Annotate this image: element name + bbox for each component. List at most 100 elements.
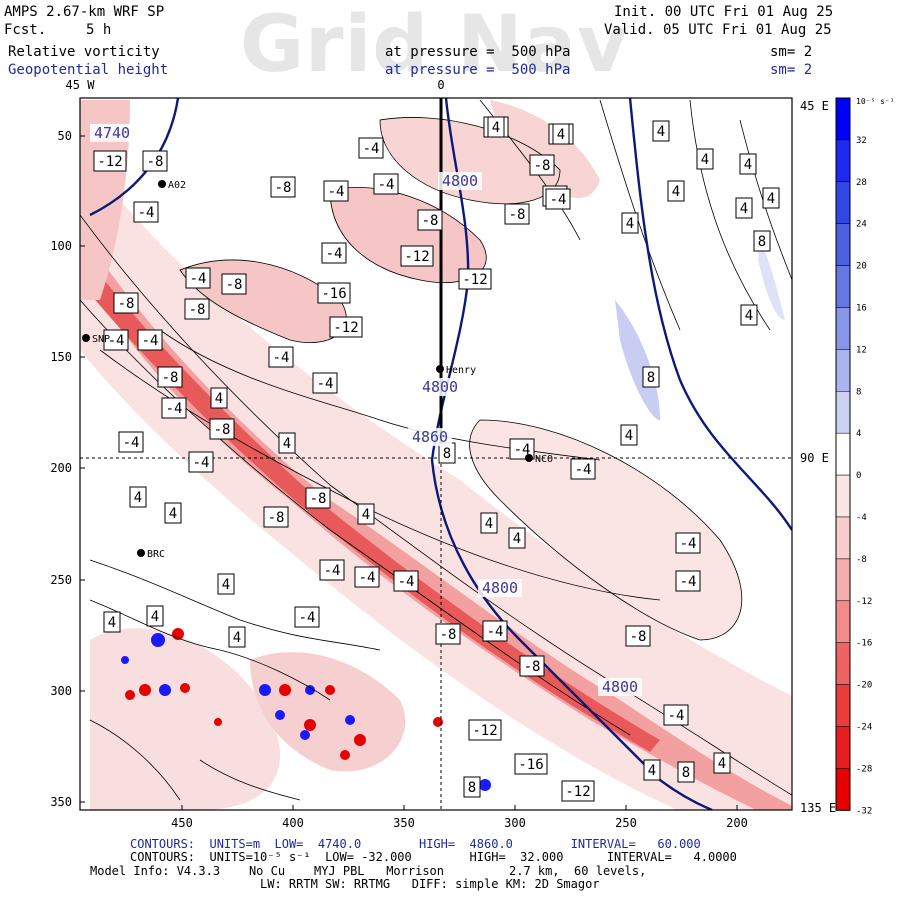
colorbar-segment <box>835 97 851 141</box>
vorticity-label: -12 <box>400 245 434 267</box>
vorticity-label: 4 <box>652 120 670 142</box>
vorticity-label: 4 <box>210 387 228 409</box>
vorticity-fill-layer <box>80 100 792 810</box>
svg-text:-4: -4 <box>193 455 210 471</box>
vorticity-label: -4 <box>103 329 129 351</box>
right-label-45e: 45 E <box>800 99 829 113</box>
svg-text:-4: -4 <box>190 271 207 287</box>
svg-text:-4: -4 <box>398 574 415 590</box>
colorbar-label: -28 <box>856 764 872 774</box>
svg-text:4: 4 <box>151 609 159 625</box>
svg-text:4: 4 <box>513 531 521 547</box>
svg-text:-8: -8 <box>509 207 526 223</box>
y-tick-label: 300 <box>50 684 72 698</box>
vorticity-label: 4 <box>129 486 147 508</box>
svg-text:-8: -8 <box>214 422 231 438</box>
vorticity-label: -4 <box>319 559 345 581</box>
right-label-135e: 135 E <box>800 801 836 815</box>
colorbar-segment <box>835 600 851 643</box>
footer-model-info: Model Info: V4.3.3 No Cu MYJ PBL Morriso… <box>90 864 647 878</box>
station-dot <box>137 549 145 557</box>
station-label: BRC <box>147 549 165 560</box>
svg-text:-4: -4 <box>668 708 685 724</box>
vorticity-label: 4 <box>357 503 375 525</box>
vorticity-label: -4 <box>118 431 144 453</box>
vorticity-label: 4 <box>480 512 498 534</box>
colorbar-label: 20 <box>856 262 867 272</box>
svg-text:4: 4 <box>492 120 500 136</box>
field1-name: Relative vorticity <box>8 44 160 60</box>
valid-time: Valid. 05 UTC Fri 01 Aug 25 <box>604 22 832 38</box>
colorbar-segment <box>835 768 851 811</box>
colorbar-label: -8 <box>856 555 867 565</box>
vorticity-label: -8 <box>184 298 210 320</box>
vorticity-label: 4 <box>217 573 235 595</box>
vorticity-label: 4 <box>508 527 526 549</box>
svg-text:-4: -4 <box>550 192 567 208</box>
vorticity-label: -8 <box>417 209 443 231</box>
svg-text:-12: -12 <box>404 249 429 265</box>
svg-text:4: 4 <box>215 391 223 407</box>
svg-text:-4: -4 <box>123 435 140 451</box>
vorticity-label: -12 <box>468 719 502 741</box>
svg-text:-4: -4 <box>166 401 183 417</box>
vorticity-label: -4 <box>185 267 211 289</box>
field2-smoothing: sm= 2 <box>770 62 813 78</box>
y-tick-label: 250 <box>50 573 72 587</box>
svg-text:4: 4 <box>233 630 241 646</box>
colorbar-segment <box>835 558 851 602</box>
field2-name: Geopotential height <box>8 62 169 78</box>
svg-text:-8: -8 <box>310 491 327 507</box>
forecast-value: 5 h <box>86 22 112 38</box>
svg-text:-4: -4 <box>575 462 592 478</box>
station-dot <box>436 365 444 373</box>
vorticity-label: -4 <box>373 173 399 195</box>
vorticity-label: -8 <box>435 623 461 645</box>
vorticity-label: -8 <box>209 418 235 440</box>
vorticity-label: 4 <box>164 502 182 524</box>
vorticity-label: -8 <box>113 292 139 314</box>
svg-text:-8: -8 <box>534 158 551 174</box>
vorticity-label: -8 <box>142 150 168 172</box>
vorticity-label: -4 <box>323 180 349 202</box>
svg-text:-4: -4 <box>680 574 697 590</box>
colorbar-frame <box>835 97 851 811</box>
right-label-90e: 90 E <box>800 451 829 465</box>
vorticity-label: -8 <box>625 625 651 647</box>
y-tick-label: 150 <box>50 350 72 364</box>
model-title: AMPS 2.67-km WRF SP <box>4 4 165 20</box>
svg-text:-12: -12 <box>565 784 590 800</box>
x-tick-label: 450 <box>171 816 193 830</box>
colorbar-label: 4 <box>856 429 861 439</box>
svg-text:8: 8 <box>468 780 476 796</box>
vorticity-label: 4 <box>667 180 685 202</box>
svg-text:4: 4 <box>744 157 752 173</box>
svg-text:-16: -16 <box>518 757 543 773</box>
field2-level: at pressure = 500 hPa <box>385 62 571 78</box>
colorbar-unit: 10⁻⁵ s⁻¹ <box>856 97 895 106</box>
vorticity-label: -4 <box>294 606 320 628</box>
x-tick-label: 200 <box>726 816 748 830</box>
svg-text:-4: -4 <box>328 184 345 200</box>
vorticity-label: 4 <box>696 148 714 170</box>
svg-text:-4: -4 <box>142 333 159 349</box>
svg-text:-4: -4 <box>359 570 376 586</box>
top-label-45w: 45 W <box>66 78 96 92</box>
colorbar-segment <box>835 181 851 224</box>
height-label: 4800 <box>442 172 478 190</box>
vorticity-label: -12 <box>561 780 595 802</box>
svg-text:4: 4 <box>740 201 748 217</box>
svg-text:4: 4 <box>718 756 726 772</box>
colorbar-label: 16 <box>856 304 867 314</box>
vorticity-label: 4 <box>735 197 753 219</box>
vorticity-label: -8 <box>157 366 183 388</box>
x-tick-label: 300 <box>504 816 526 830</box>
svg-text:4: 4 <box>362 507 370 523</box>
svg-text:-8: -8 <box>630 629 647 645</box>
colorbar-label: -24 <box>856 723 872 733</box>
height-labels: 4740 4800 4800 4860 4800 4800 <box>90 124 642 696</box>
vorticity-label: -4 <box>675 532 701 554</box>
vorticity-label: -4 <box>482 620 508 642</box>
svg-text:-8: -8 <box>118 296 135 312</box>
svg-text:4: 4 <box>557 127 565 143</box>
